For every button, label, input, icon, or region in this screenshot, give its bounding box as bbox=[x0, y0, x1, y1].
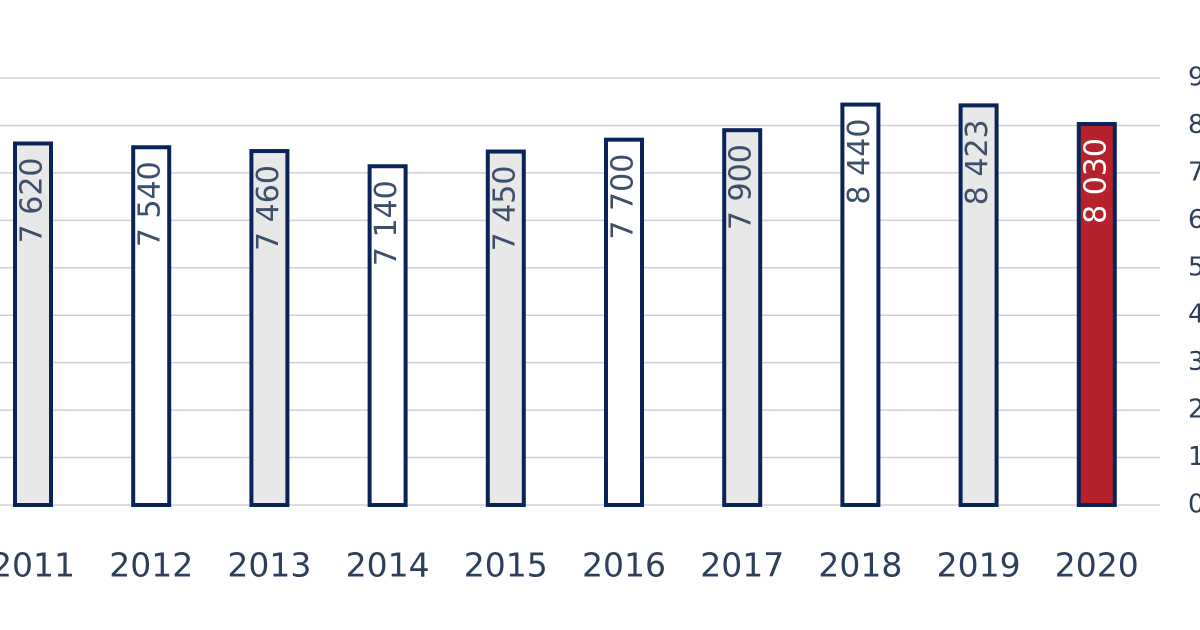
value-label: 7 140 bbox=[369, 180, 404, 266]
bar bbox=[131, 145, 172, 507]
value-label: 8 030 bbox=[1078, 138, 1113, 224]
y-tick-label: 1 000 bbox=[1188, 442, 1200, 472]
x-tick-label: 2017 bbox=[700, 546, 784, 585]
x-tick-label: 2014 bbox=[346, 546, 430, 585]
value-label: 7 900 bbox=[724, 144, 759, 230]
bar bbox=[367, 164, 408, 507]
x-tick-label: 2013 bbox=[227, 546, 311, 585]
y-tick-label: 3 000 bbox=[1188, 347, 1200, 377]
value-label: 7 700 bbox=[606, 154, 641, 240]
bar bbox=[840, 102, 881, 508]
y-tick-label: 0 bbox=[1188, 490, 1200, 520]
value-label: 7 460 bbox=[251, 165, 286, 251]
x-tick-label: 2019 bbox=[937, 546, 1021, 585]
value-label: 7 540 bbox=[133, 161, 168, 247]
y-tick-label: 9 000 bbox=[1188, 63, 1200, 93]
x-tick-label: 2020 bbox=[1055, 546, 1139, 585]
x-tick-label: 2012 bbox=[109, 546, 193, 585]
x-tick-label: 2018 bbox=[818, 546, 902, 585]
y-tick-label: 7 000 bbox=[1188, 157, 1200, 187]
y-tick-label: 2 000 bbox=[1188, 395, 1200, 425]
bar bbox=[13, 141, 53, 507]
y-tick-label: 4 000 bbox=[1188, 300, 1200, 330]
bar bbox=[249, 149, 290, 507]
bar bbox=[485, 149, 526, 508]
value-label: 8 423 bbox=[960, 119, 995, 205]
x-tick-label: 2015 bbox=[464, 546, 548, 585]
x-tick-label: 2016 bbox=[582, 546, 666, 585]
value-label: 8 440 bbox=[842, 119, 877, 205]
x-tick-label: 2011 bbox=[0, 546, 75, 585]
bar bbox=[1076, 122, 1117, 507]
bar bbox=[604, 137, 644, 508]
y-tick-label: 5 000 bbox=[1188, 252, 1200, 282]
value-label: 7 450 bbox=[487, 166, 522, 252]
y-tick-label: 6 000 bbox=[1188, 205, 1200, 235]
bar bbox=[722, 128, 763, 507]
y-tick-label: 8 000 bbox=[1188, 110, 1200, 140]
bar bbox=[958, 103, 999, 507]
value-label: 7 620 bbox=[15, 157, 50, 243]
